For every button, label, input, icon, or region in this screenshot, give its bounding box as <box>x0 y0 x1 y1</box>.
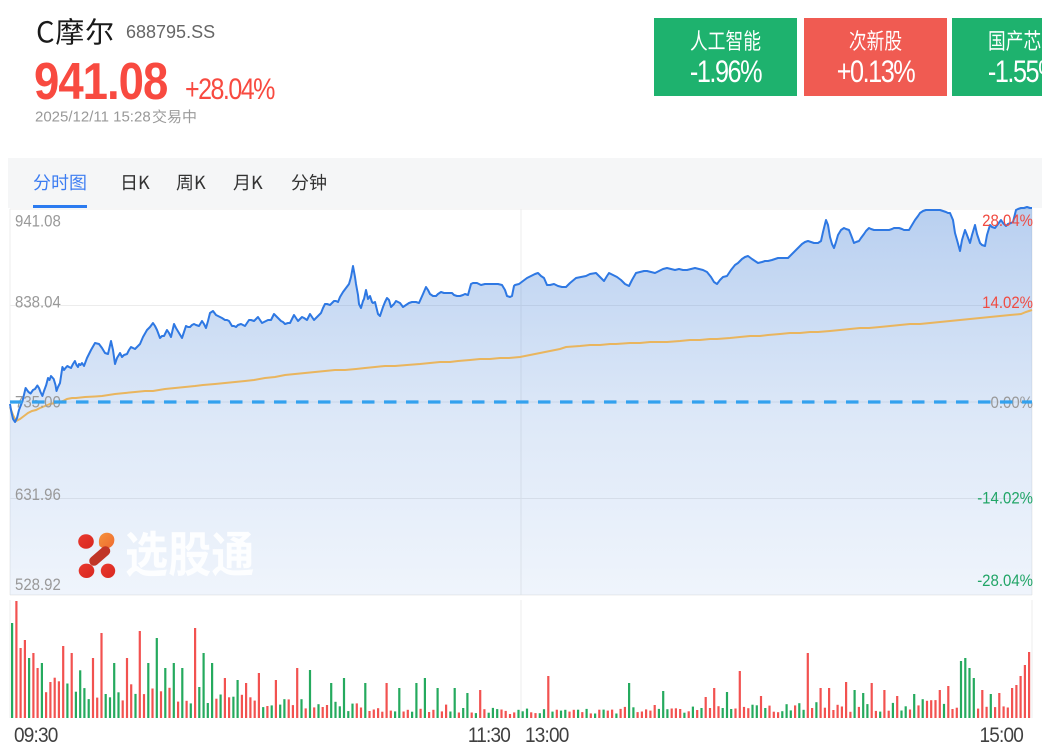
svg-text:-1.55%: -1.55% <box>988 55 1042 90</box>
svg-text:688795.SS: 688795.SS <box>126 22 215 42</box>
svg-text:-14.02%: -14.02% <box>977 490 1033 508</box>
svg-text:09:30: 09:30 <box>14 724 58 747</box>
svg-text:13:00: 13:00 <box>525 724 569 747</box>
svg-text:28.04%: 28.04% <box>982 212 1033 230</box>
svg-text:11:30: 11:30 <box>468 724 511 747</box>
svg-text:838.04: 838.04 <box>15 294 61 312</box>
svg-text:941.08: 941.08 <box>15 213 61 231</box>
svg-text:+28.04%: +28.04% <box>185 72 275 105</box>
svg-text:+0.13%: +0.13% <box>837 55 916 90</box>
svg-text:14.02%: 14.02% <box>982 294 1033 312</box>
svg-text:941.08: 941.08 <box>34 53 167 110</box>
svg-text:15:00: 15:00 <box>979 724 1023 747</box>
svg-text:631.96: 631.96 <box>15 486 61 504</box>
svg-text:-1.96%: -1.96% <box>690 55 762 90</box>
svg-text:528.92: 528.92 <box>15 576 61 594</box>
svg-text:-28.04%: -28.04% <box>977 572 1033 590</box>
svg-text:2025/12/11 15:28: 2025/12/11 15:28 <box>35 109 151 126</box>
